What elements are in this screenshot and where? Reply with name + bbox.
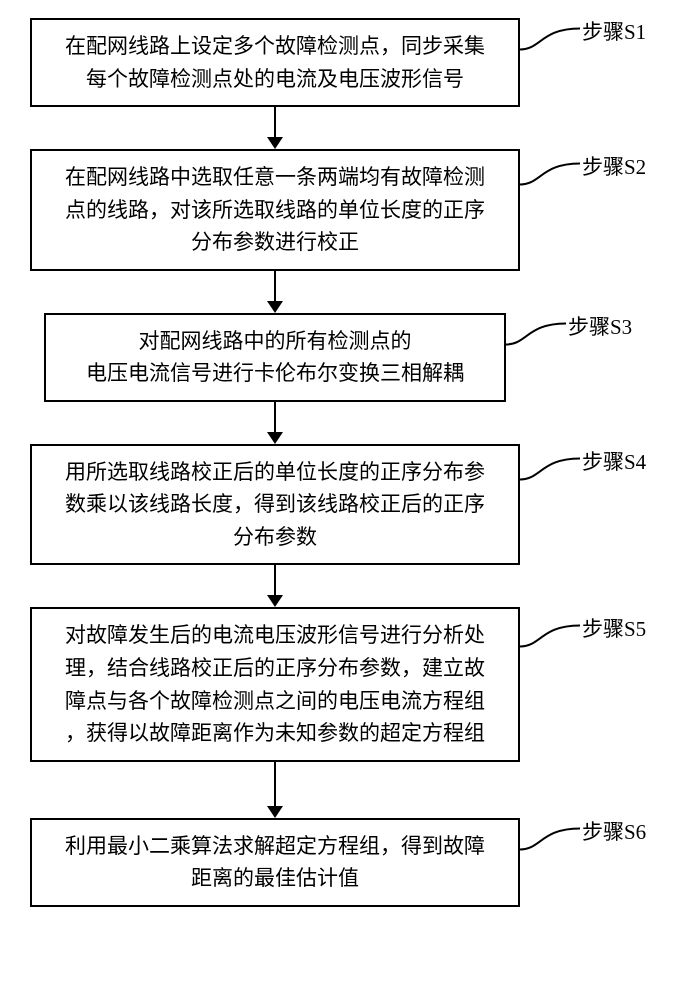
step-text-line: 理，结合线路校正后的正序分布参数，建立故 [46, 652, 504, 685]
step-label-connector: 步骤S2 [520, 159, 646, 189]
step-text-line: 障点与各个故障检测点之间的电压电流方程组 [46, 685, 504, 718]
step-row-S1: 在配网线路上设定多个故障检测点，同步采集每个故障检测点处的电流及电压波形信号步骤… [30, 18, 664, 107]
step-row-S5: 对故障发生后的电流电压波形信号进行分析处理，结合线路校正后的正序分布参数，建立故… [30, 607, 664, 761]
step-label: 步骤S1 [582, 16, 646, 46]
step-text-line: ，获得以故障距离作为未知参数的超定方程组 [46, 717, 504, 750]
step-text-line: 数乘以该线路长度，得到该线路校正后的正序 [46, 488, 504, 521]
step-box-S3: 对配网线路中的所有检测点的电压电流信号进行卡伦布尔变换三相解耦 [44, 313, 506, 402]
step-label-connector: 步骤S3 [506, 319, 632, 349]
step-text-line: 距离的最佳估计值 [46, 862, 504, 895]
flow-arrow [30, 565, 520, 607]
step-text-line: 分布参数 [46, 521, 504, 554]
step-row-S2: 在配网线路中选取任意一条两端均有故障检测点的线路，对该所选取线路的单位长度的正序… [30, 149, 664, 271]
step-text-line: 用所选取线路校正后的单位长度的正序分布参 [46, 456, 504, 489]
flow-arrow [30, 271, 520, 313]
step-text-line: 分布参数进行校正 [46, 226, 504, 259]
step-label-connector: 步骤S4 [520, 454, 646, 484]
step-box-S5: 对故障发生后的电流电压波形信号进行分析处理，结合线路校正后的正序分布参数，建立故… [30, 607, 520, 761]
step-box-S4: 用所选取线路校正后的单位长度的正序分布参数乘以该线路长度，得到该线路校正后的正序… [30, 444, 520, 566]
step-box-S1: 在配网线路上设定多个故障检测点，同步采集每个故障检测点处的电流及电压波形信号 [30, 18, 520, 107]
flow-arrow [30, 107, 520, 149]
step-text-line: 在配网线路中选取任意一条两端均有故障检测 [46, 161, 504, 194]
step-row-S6: 利用最小二乘算法求解超定方程组，得到故障距离的最佳估计值步骤S6 [30, 818, 664, 907]
step-label: 步骤S5 [582, 613, 646, 643]
step-label: 步骤S6 [582, 816, 646, 846]
flowchart-container: 在配网线路上设定多个故障检测点，同步采集每个故障检测点处的电流及电压波形信号步骤… [30, 18, 664, 907]
flow-arrow [30, 402, 520, 444]
step-text-line: 对故障发生后的电流电压波形信号进行分析处 [46, 619, 504, 652]
step-text-line: 点的线路，对该所选取线路的单位长度的正序 [46, 194, 504, 227]
step-label: 步骤S3 [568, 311, 632, 341]
step-text-line: 电压电流信号进行卡伦布尔变换三相解耦 [60, 357, 490, 390]
step-box-S2: 在配网线路中选取任意一条两端均有故障检测点的线路，对该所选取线路的单位长度的正序… [30, 149, 520, 271]
step-text-line: 在配网线路上设定多个故障检测点，同步采集 [46, 30, 504, 63]
step-text-line: 利用最小二乘算法求解超定方程组，得到故障 [46, 830, 504, 863]
step-label-connector: 步骤S1 [520, 24, 646, 54]
flow-arrow [30, 762, 520, 818]
step-label: 步骤S4 [582, 446, 646, 476]
step-label: 步骤S2 [582, 151, 646, 181]
step-label-connector: 步骤S6 [520, 824, 646, 854]
step-text-line: 每个故障检测点处的电流及电压波形信号 [46, 63, 504, 96]
step-box-S6: 利用最小二乘算法求解超定方程组，得到故障距离的最佳估计值 [30, 818, 520, 907]
step-label-connector: 步骤S5 [520, 621, 646, 651]
step-text-line: 对配网线路中的所有检测点的 [60, 325, 490, 358]
step-row-S4: 用所选取线路校正后的单位长度的正序分布参数乘以该线路长度，得到该线路校正后的正序… [30, 444, 664, 566]
step-row-S3: 对配网线路中的所有检测点的电压电流信号进行卡伦布尔变换三相解耦步骤S3 [30, 313, 664, 402]
